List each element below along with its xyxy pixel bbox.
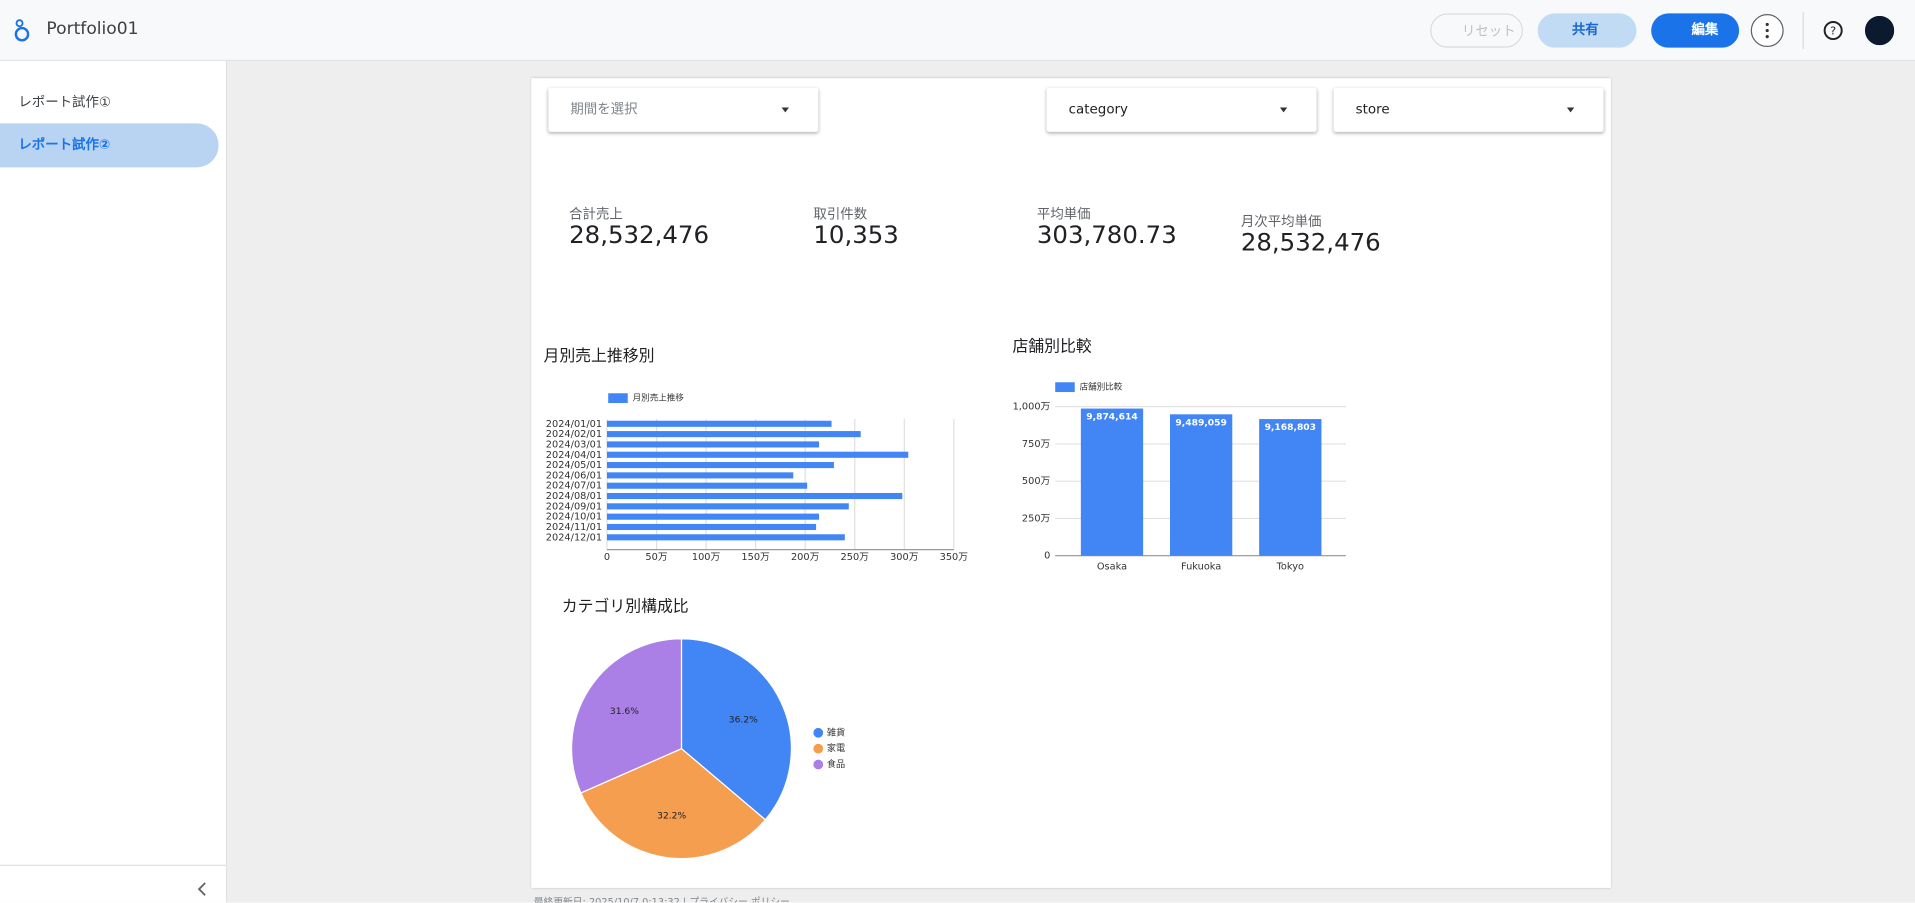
- y-tick-label: 2024/05/01: [546, 460, 602, 471]
- category-filter[interactable]: category: [1046, 87, 1317, 132]
- y-tick-label: 0: [1044, 551, 1050, 562]
- scorecard-label: 合計売上: [569, 206, 623, 223]
- legend-swatch: [608, 393, 628, 404]
- chart-title: カテゴリ別構成比: [562, 596, 689, 615]
- bar: [606, 441, 820, 448]
- store-filter[interactable]: store: [1333, 87, 1604, 132]
- filter-label: 期間を選択: [570, 101, 638, 118]
- bar: [606, 420, 832, 427]
- x-tick-label: Fukuoka: [1181, 562, 1221, 573]
- x-tick-label: 0: [604, 552, 610, 563]
- scorecard-value: 28,532,476: [569, 219, 709, 250]
- share-button[interactable]: 共有: [1537, 13, 1637, 48]
- pie-slice: [580, 747, 767, 860]
- y-tick-label: 500万: [1022, 476, 1051, 487]
- y-tick-label: 2024/11/01: [546, 522, 602, 533]
- filter-label: category: [1068, 101, 1129, 118]
- y-tick-label: 2024/02/01: [546, 429, 602, 440]
- x-tick-label: 300万: [890, 552, 919, 563]
- reset-button[interactable]: リセット: [1430, 13, 1523, 48]
- chart-title: 店舗別比較: [1012, 336, 1091, 355]
- data-label: 32.2%: [657, 812, 686, 822]
- avatar[interactable]: [1864, 15, 1895, 46]
- x-tick-label: 250万: [841, 552, 870, 563]
- data-label: 36.2%: [729, 716, 758, 726]
- legend-label: 家電: [827, 742, 845, 754]
- legend-label: 雑貨: [827, 726, 845, 738]
- legend-swatch: [813, 743, 824, 754]
- help-button[interactable]: ?: [1822, 20, 1844, 42]
- bar: [606, 523, 817, 531]
- y-tick-label: 1,000万: [1013, 402, 1051, 413]
- bar: [1170, 414, 1233, 556]
- y-tick-label: 2024/03/01: [546, 439, 602, 450]
- data-label: 9,489,059: [1175, 418, 1226, 428]
- scorecard-label: 取引件数: [813, 206, 868, 223]
- edit-button[interactable]: 編集: [1651, 13, 1740, 48]
- scorecard-value: 303,780.73: [1036, 219, 1177, 250]
- scorecard-value: 28,532,476: [1240, 227, 1381, 257]
- more-button[interactable]: [1749, 13, 1786, 50]
- data-label: 9,168,803: [1265, 423, 1316, 433]
- bar: [606, 451, 909, 458]
- bar: [606, 431, 861, 438]
- page-link[interactable]: レポート試作②: [0, 123, 219, 168]
- svg-text:?: ?: [1830, 25, 1836, 38]
- x-tick-label: Osaka: [1097, 562, 1127, 573]
- header: Portfolio01 リセット 共有 編集 ?: [0, 0, 1915, 62]
- bar: [606, 534, 845, 541]
- chart-title: 月別売上推移別: [543, 346, 654, 365]
- y-tick-label: 2024/09/01: [546, 501, 602, 512]
- bar: [606, 462, 834, 469]
- data-label: 31.6%: [610, 707, 639, 717]
- x-tick-label: 350万: [940, 552, 969, 563]
- footer: 最終更新日: 2025/10/7 0:13:32 | プライバシー ポリシー: [533, 896, 790, 903]
- x-tick-label: 200万: [791, 552, 820, 563]
- sidebar: レポート試作① レポート試作②: [0, 61, 228, 903]
- y-tick-label: 2024/06/01: [546, 470, 602, 481]
- bar: [606, 503, 849, 510]
- scorecard-label: 平均単価: [1036, 206, 1091, 223]
- legend-swatch: [813, 759, 824, 770]
- logo[interactable]: [12, 18, 32, 42]
- collapse-button[interactable]: [195, 881, 210, 898]
- pie-slice: [570, 638, 683, 794]
- report-title[interactable]: Portfolio01: [46, 19, 139, 40]
- filter-label: store: [1355, 101, 1390, 118]
- legend-swatch: [1055, 382, 1075, 393]
- scorecard-label: 月次平均単価: [1240, 213, 1322, 230]
- date-filter[interactable]: 期間を選択: [548, 87, 819, 132]
- bar: [606, 482, 808, 489]
- bar: [606, 492, 903, 500]
- legend-label: 食品: [827, 758, 845, 770]
- bar: [606, 472, 794, 479]
- x-tick-label: 50万: [645, 552, 667, 563]
- bar: [1080, 408, 1144, 556]
- y-tick-label: 2024/08/01: [546, 491, 602, 502]
- y-tick-label: 2024/12/01: [546, 532, 602, 543]
- y-tick-label: 750万: [1022, 439, 1051, 450]
- page-link[interactable]: レポート試作①: [18, 94, 111, 110]
- x-tick-label: 150万: [741, 552, 770, 563]
- y-tick-label: 2024/10/01: [546, 512, 602, 523]
- bar: [606, 513, 820, 520]
- x-tick-label: Tokyo: [1276, 562, 1304, 573]
- data-label: 9,874,614: [1086, 413, 1137, 423]
- scorecard-value: 10,353: [813, 219, 899, 250]
- y-tick-label: 2024/01/01: [546, 419, 602, 430]
- y-tick-label: 2024/04/01: [546, 450, 602, 461]
- x-tick-label: 100万: [692, 552, 721, 563]
- legend-swatch: [813, 727, 824, 738]
- divider: [0, 864, 226, 866]
- pie-slice: [680, 638, 793, 821]
- bar: [1259, 419, 1322, 556]
- legend-label: 店舗別比較: [1080, 381, 1123, 393]
- legend-label: 月別売上推移: [633, 392, 685, 404]
- y-tick-label: 2024/07/01: [546, 481, 602, 492]
- divider: [1802, 12, 1804, 49]
- y-tick-label: 250万: [1022, 513, 1051, 524]
